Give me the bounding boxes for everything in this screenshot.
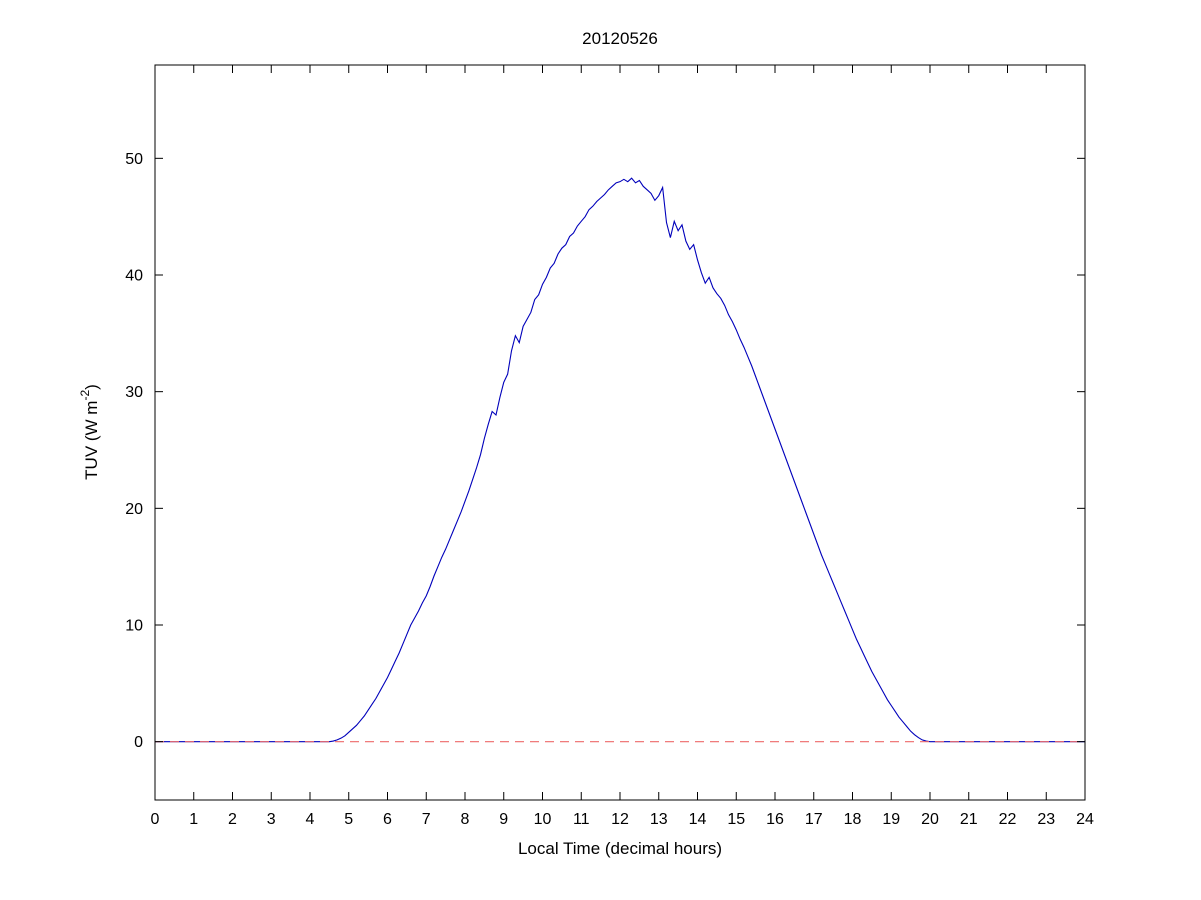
x-tick-label: 3 <box>267 811 276 828</box>
x-tick-label: 11 <box>573 811 590 828</box>
series-layer <box>155 177 1085 743</box>
x-tick-label: 12 <box>611 811 629 828</box>
y-tick-label: 50 <box>125 151 143 168</box>
x-tick-label: 22 <box>999 811 1017 828</box>
x-tick-label: 1 <box>189 811 198 828</box>
x-tick-label: 5 <box>344 811 353 828</box>
x-tick-label: 18 <box>844 811 862 828</box>
y-tick-label: 20 <box>125 501 143 518</box>
x-tick-label: 21 <box>960 811 978 828</box>
x-tick-label: 19 <box>882 811 900 828</box>
axes-layer <box>154 64 1086 801</box>
x-axis-label: Local Time (decimal hours) <box>518 839 722 858</box>
x-tick-label: 6 <box>383 811 392 828</box>
tuv-series-line <box>155 177 1085 743</box>
x-tick-label: 17 <box>805 811 823 828</box>
y-tick-label: 30 <box>125 384 143 401</box>
x-tick-label: 8 <box>461 811 470 828</box>
x-tick-label: 16 <box>766 811 784 828</box>
x-tick-label: 14 <box>689 811 707 828</box>
x-tick-label: 24 <box>1076 811 1094 828</box>
tick-label-layer: 0 1 2 3 4 5 6 7 8 9 10 11 12 13 14 15 16 17 18 19 20 21 22 23 24… <box>125 151 1094 828</box>
x-tick-label: 2 <box>228 811 237 828</box>
x-tick-label: 10 <box>534 811 552 828</box>
y-tick-label: 10 <box>125 618 143 635</box>
chart-title: 20120526 <box>582 29 658 48</box>
x-tick-label: 13 <box>650 811 668 828</box>
y-axis-label: TUV (W m-2) <box>78 384 101 480</box>
x-tick-label: 23 <box>1037 811 1055 828</box>
x-tick-label: 15 <box>727 811 745 828</box>
y-tick-label: 40 <box>125 268 143 285</box>
x-tick-label: 7 <box>422 811 431 828</box>
x-tick-label: 20 <box>921 811 939 828</box>
plot-box <box>154 64 1086 801</box>
x-tick-label: 0 <box>151 811 160 828</box>
x-tick-label: 9 <box>499 811 508 828</box>
x-tick-label: 4 <box>306 811 315 828</box>
y-tick-label: 0 <box>134 734 143 751</box>
